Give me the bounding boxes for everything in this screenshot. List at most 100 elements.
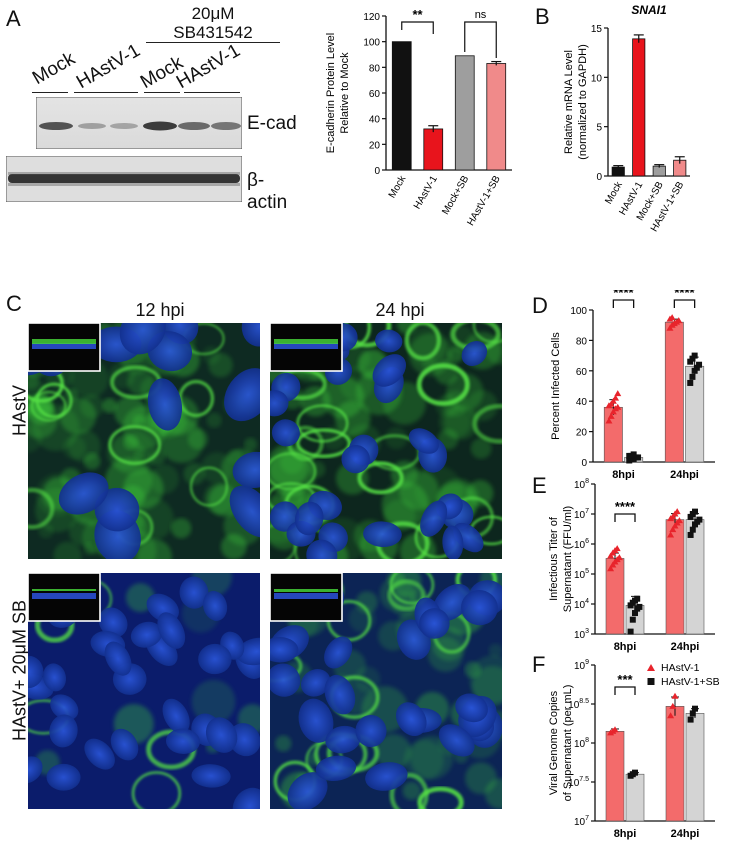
lane-underline [144,92,180,93]
green-signal [53,541,82,559]
significance-bracket [673,299,696,308]
actin-band-label: β-actin [247,170,288,213]
treatment-label: 20μM SB431542 [148,4,278,42]
chart-f-labels: 107 107.5 108 108.5 109 8hpi 24hpi Viral Genome… [548,659,720,840]
data-point [693,364,700,371]
data-point [687,531,694,538]
y-tick-label: 20 [576,428,588,439]
green-signal [467,390,498,421]
green-membrane [30,390,67,422]
legend-marker-hastv-sb [647,678,655,685]
green-signal [385,427,408,450]
green-signal [488,643,502,658]
nucleus [270,636,299,663]
legend-label: HAstV-1 [661,662,700,674]
micro-column-24hpi: 24 hpi [375,300,425,320]
inset-green-band [274,589,338,592]
nucleus [58,472,109,515]
y-tick-label: 40 [369,115,381,126]
nucleus [270,663,301,697]
x-tick-label: HAstV-1 [412,174,440,212]
y-tick-label: 0 [374,166,380,177]
nucleus [324,674,356,715]
y-tick-label: 100 [570,306,587,317]
nucleus [130,621,163,648]
green-signal [28,372,40,390]
green-signal [348,605,376,633]
y-tick-label: 104 [574,598,589,611]
panel-letter-c: C [6,291,22,316]
nucleus [363,521,402,548]
nucleus [294,501,324,536]
inset-green-band [32,589,96,591]
bar [423,128,444,171]
nucleus [315,755,357,782]
green-signal [38,523,54,539]
chart-b-axes [604,27,690,177]
green-membrane [296,428,352,459]
nucleus [42,663,67,692]
green-signal [399,533,437,559]
ecad-band-label: E-cad [247,113,297,134]
chart-b-labels: 051015MockHAstV-1Mock+SBHAstV-1+SBRelati… [563,3,687,234]
chart-title: SNAI1 [631,3,667,17]
y-tick-label: 80 [369,63,381,74]
data-point [634,595,641,602]
data-point [675,517,683,524]
actin-blot-image [6,156,242,202]
chart-d-bars [603,314,705,464]
nucleus [306,539,338,559]
chart-d-labels: 0 20 40 60 80 100 8hpi 24hpi Percent Infected Ce… [550,290,699,480]
data-point [696,361,703,368]
data-point [696,516,703,523]
bar [605,731,625,822]
data-point [636,603,643,610]
x-tick-label: 24hpi [671,641,700,653]
green-signal [243,437,258,452]
green-signal [208,352,233,378]
nucleus [232,787,260,809]
significance-label: ** [412,7,423,22]
y-axis-label: Supernatant (FFU/ml) [562,506,574,612]
green-signal [399,470,439,511]
nucleus [300,669,331,697]
lane-underline [184,92,240,93]
inset-green-band [274,339,338,344]
significance-bracket [614,686,636,695]
y-tick-label: 108 [574,737,589,750]
panel-letter-d: D [532,293,548,318]
y-tick-label: 60 [576,367,588,378]
x-tick-label: 24hpi [670,469,699,480]
data-point [667,531,675,538]
chart-f-bars [605,692,705,822]
micro-cells [28,323,260,559]
nucleus [325,725,361,754]
green-membrane [389,573,435,605]
nucleus [420,500,448,537]
nucleus [28,756,43,784]
significance-bracket [464,21,497,58]
nucleus [419,608,450,639]
data-point [614,403,622,410]
bar [603,406,623,463]
data-point [630,451,637,458]
green-signal [402,781,421,801]
y-tick-label: 106 [574,538,589,551]
lane-label-mock: Mock [29,48,79,90]
y-tick-label: 100 [363,38,380,49]
bar [685,713,705,822]
data-point [609,397,617,404]
data-point [669,526,677,533]
micro-cells [270,573,502,809]
significance-label: **** [674,290,695,300]
y-tick-label: 107 [574,815,589,828]
x-tick-label: 8hpi [614,828,637,840]
x-tick-label: 8hpi [612,469,635,480]
nucleus [232,451,260,489]
chart-a: 0 20 40 60 80 100 120 Mock HAstV-1 Mock+SBHAstV-1… [325,7,512,228]
green-signal [80,394,104,419]
bar [486,63,507,171]
data-point [632,769,638,776]
y-tick-label: 107.5 [568,776,589,789]
y-axis-label: of Supernatant (per mL) [562,685,574,802]
